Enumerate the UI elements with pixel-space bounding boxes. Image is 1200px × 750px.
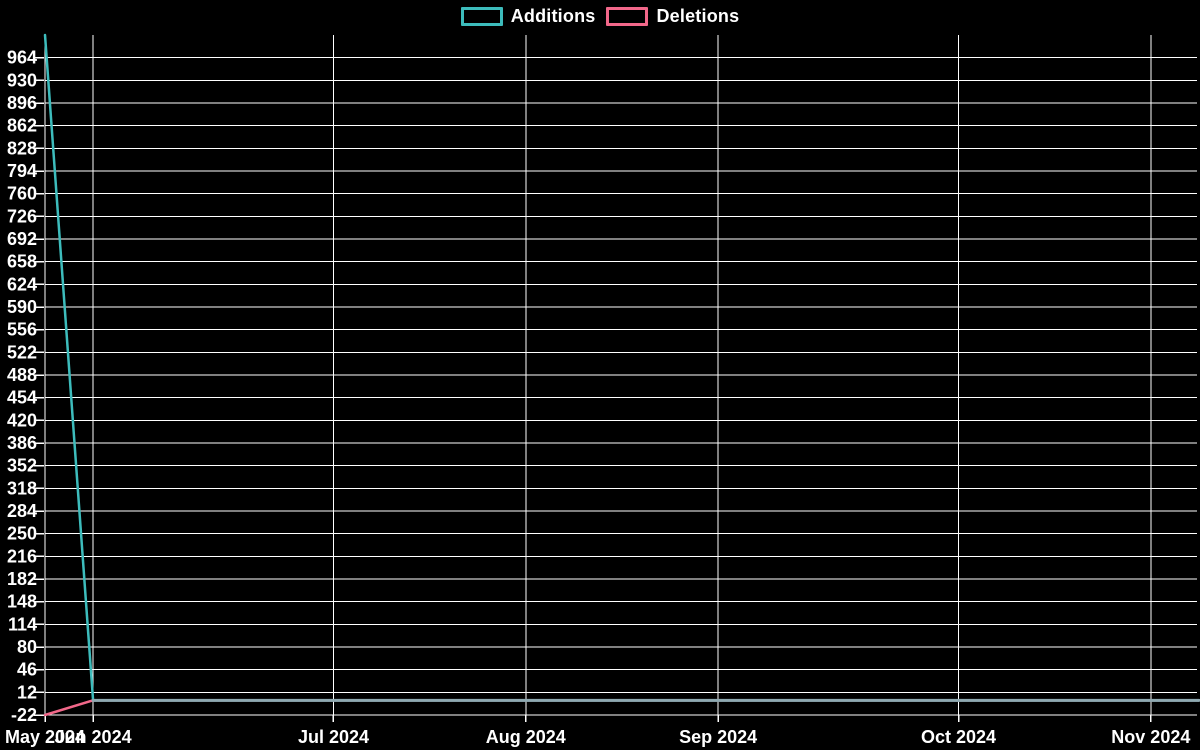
y-tick-label: 182 <box>7 569 37 589</box>
y-tick-label: 352 <box>7 456 37 476</box>
additions-swatch-icon <box>460 7 503 26</box>
y-tick-label: 964 <box>7 48 37 68</box>
y-tick-label: 80 <box>17 637 37 657</box>
chart-legend: Additions Deletions <box>0 6 1200 27</box>
y-tick-label: 46 <box>17 660 37 680</box>
x-tick-label: Sep 2024 <box>679 727 757 747</box>
y-tick-label: 726 <box>7 206 37 226</box>
y-tick-label: 148 <box>7 592 37 612</box>
y-tick-label: 930 <box>7 70 37 90</box>
y-tick-label: 114 <box>8 614 37 634</box>
y-tick-label: -22 <box>11 705 37 725</box>
y-tick-label: 12 <box>17 682 37 702</box>
deletions-line <box>43 699 1200 717</box>
deletions-swatch-icon <box>606 7 649 26</box>
x-tick-label: Oct 2024 <box>921 727 996 747</box>
y-tick-label: 488 <box>7 365 37 385</box>
y-tick-label: 522 <box>7 342 37 362</box>
x-tick-label: Jun 2024 <box>55 727 132 747</box>
x-tick-label: Nov 2024 <box>1111 727 1190 747</box>
y-tick-label: 828 <box>7 138 37 158</box>
additions-line <box>43 33 1200 702</box>
y-tick-label: 284 <box>7 501 37 521</box>
legend-label-deletions: Deletions <box>656 6 740 26</box>
y-tick-label: 862 <box>7 116 37 136</box>
legend-label-additions: Additions <box>510 6 596 26</box>
y-tick-label: 692 <box>7 229 37 249</box>
y-tick-label: 454 <box>7 388 37 408</box>
y-tick-label: 760 <box>7 184 37 204</box>
y-tick-label: 658 <box>7 252 37 272</box>
y-tick-label: 420 <box>7 410 37 430</box>
y-tick-label: 386 <box>7 433 37 453</box>
y-tick-label: 250 <box>7 524 37 544</box>
x-tick-label: Jul 2024 <box>298 727 369 747</box>
y-tick-label: 216 <box>7 546 37 566</box>
legend-item-deletions[interactable]: Deletions <box>606 6 739 27</box>
y-tick-label: 556 <box>7 320 37 340</box>
legend-item-additions[interactable]: Additions <box>460 6 596 27</box>
y-tick-label: 318 <box>7 478 37 498</box>
y-tick-label: 624 <box>7 274 37 294</box>
x-tick-label: May 2024 <box>5 727 85 747</box>
y-tick-label: 590 <box>7 297 37 317</box>
y-tick-label: 794 <box>7 161 37 181</box>
y-tick-label: 896 <box>7 93 37 113</box>
x-tick-label: Aug 2024 <box>486 727 566 747</box>
